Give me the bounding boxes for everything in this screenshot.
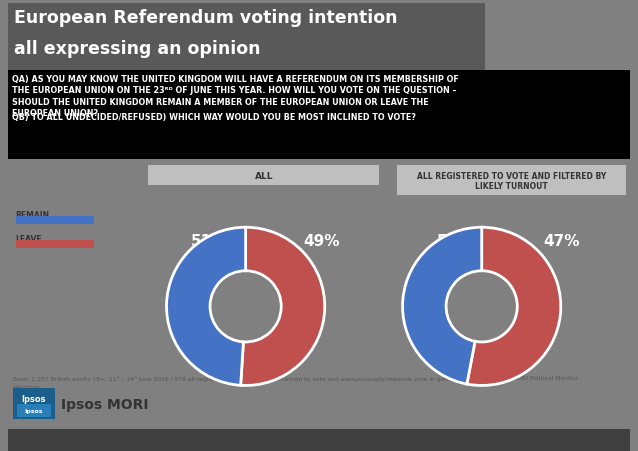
- FancyBboxPatch shape: [16, 216, 94, 225]
- Text: 49%: 49%: [304, 234, 340, 249]
- FancyBboxPatch shape: [8, 4, 485, 71]
- Wedge shape: [467, 228, 561, 386]
- FancyBboxPatch shape: [148, 166, 379, 186]
- Text: Ipsos: Ipsos: [22, 394, 46, 403]
- Text: 51%: 51%: [190, 234, 226, 249]
- FancyBboxPatch shape: [16, 240, 94, 248]
- Wedge shape: [167, 228, 246, 386]
- Text: Political Monitor | March 2016 | Final | Public: Political Monitor | March 2016 | Final |…: [14, 437, 152, 443]
- Text: Source: Ipsos MORI Political Monitor: Source: Ipsos MORI Political Monitor: [470, 375, 578, 380]
- Wedge shape: [241, 228, 325, 386]
- Text: LEAVE: LEAVE: [16, 235, 42, 243]
- FancyBboxPatch shape: [397, 166, 627, 196]
- Text: all expressing an opinion: all expressing an opinion: [13, 40, 260, 58]
- FancyBboxPatch shape: [17, 404, 51, 418]
- Text: Ipsos MORI: Ipsos MORI: [61, 396, 149, 410]
- Text: QB) TO ALL UNDECIDED/REFUSED) WHICH WAY WOULD YOU BE MOST INCLINED TO VOTE?: QB) TO ALL UNDECIDED/REFUSED) WHICH WAY …: [11, 112, 415, 121]
- Text: 5: 5: [620, 437, 624, 443]
- Text: European Referendum voting intention: European Referendum voting intention: [13, 9, 397, 27]
- Text: EUROPEAN UNION?: EUROPEAN UNION?: [11, 109, 98, 118]
- Text: REMAIN: REMAIN: [16, 211, 50, 220]
- Text: 53%: 53%: [436, 234, 473, 249]
- Text: SHOULD THE UNITED KINGDOM REMAIN A MEMBER OF THE EUROPEAN UNION OR LEAVE THE: SHOULD THE UNITED KINGDOM REMAIN A MEMBE…: [11, 98, 428, 106]
- Text: THE EUROPEAN UNION ON THE 23ᴿᴰ OF JUNE THIS YEAR. HOW WILL YOU VOTE ON THE QUEST: THE EUROPEAN UNION ON THE 23ᴿᴰ OF JUNE T…: [11, 86, 456, 95]
- Text: QA) AS YOU MAY KNOW THE UNITED KINGDOM WILL HAVE A REFERENDUM ON ITS MEMBERSHIP : QA) AS YOU MAY KNOW THE UNITED KINGDOM W…: [11, 75, 459, 84]
- Text: 47%: 47%: [544, 234, 581, 249]
- FancyBboxPatch shape: [8, 110, 487, 124]
- Text: Base: 1,257 British adults 18+, 11ᴴ – 14ᴴ June 2016 / 979 all registered to vote: Base: 1,257 British adults 18+, 11ᴴ – 14…: [13, 375, 459, 381]
- Text: elections: elections: [13, 384, 40, 389]
- Wedge shape: [403, 228, 482, 384]
- FancyBboxPatch shape: [13, 388, 55, 419]
- Text: Ipsos: Ipsos: [24, 408, 43, 413]
- Text: ALL: ALL: [255, 171, 273, 180]
- Text: ALL REGISTERED TO VOTE AND FILTERED BY
LIKELY TURNOUT: ALL REGISTERED TO VOTE AND FILTERED BY L…: [417, 171, 607, 190]
- FancyBboxPatch shape: [8, 71, 630, 160]
